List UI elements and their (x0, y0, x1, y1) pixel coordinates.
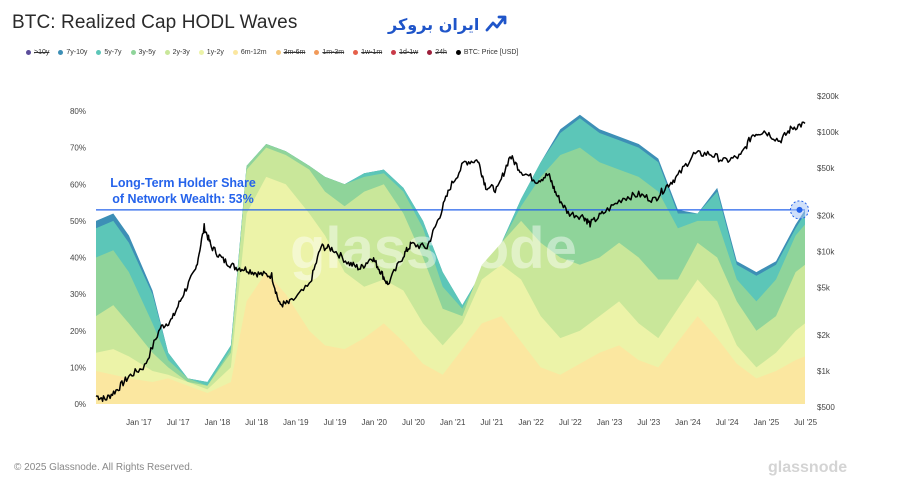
y-tick-label-left: 80% (70, 107, 86, 116)
y-tick-label-right: $20k (817, 212, 835, 221)
legend-label: 1w-1m (361, 49, 383, 56)
legend-label: 7y-10y (66, 49, 88, 56)
lth-annotation-line: Long-Term Holder Share (110, 176, 256, 190)
y-tick-label-right: $2k (817, 331, 831, 340)
legend-label: 2y-3y (172, 49, 190, 56)
legend-label: 6m-12m (240, 49, 267, 56)
legend-item[interactable]: 7y-10y (58, 49, 87, 56)
y-tick-label-left: 60% (70, 180, 86, 189)
x-tick-label: Jan '23 (597, 418, 623, 427)
chart-legend: >10y 7y-10y 5y-7y 3y-5y 2y-3y 1y-2y 6m-12m 3m-6… (26, 49, 518, 56)
legend-label: 3m-6m (283, 49, 306, 56)
y-tick-label-right: $500 (817, 403, 835, 412)
legend-swatch (391, 50, 397, 55)
legend-label: BTC: Price [USD] (463, 49, 519, 56)
legend-swatch (130, 50, 136, 55)
x-tick-label: Jul '22 (559, 418, 582, 427)
x-tick-label: Jul '24 (716, 418, 739, 427)
x-tick-label: Jan '19 (283, 418, 309, 427)
legend-swatch (275, 50, 281, 55)
x-tick-label: Jul '20 (402, 418, 425, 427)
legend-item[interactable]: 1w-1m (353, 49, 382, 56)
brand-text: ایران بروکر (388, 14, 480, 34)
x-tick-label: Jul '18 (245, 418, 268, 427)
legend-item[interactable]: BTC: Price [USD] (455, 49, 519, 56)
band-6m-12m (96, 272, 805, 404)
x-tick-label: Jul '19 (324, 418, 347, 427)
footer-logo: glassnode (768, 459, 848, 476)
chart-watermark: glassnode (290, 216, 577, 281)
y-tick-label-left: 30% (70, 290, 86, 299)
x-tick-label: Jan '25 (754, 418, 780, 427)
y-tick-label-right: $100k (817, 128, 840, 137)
btc-price-line (95, 121, 806, 403)
footer-copyright: © 2025 Glassnode. All Rights Reserved. (14, 462, 193, 473)
chart-title: BTC: Realized Cap HODL Waves (12, 12, 298, 33)
y-tick-label-left: 0% (74, 400, 86, 409)
legend-item[interactable]: 5y-7y (96, 49, 122, 56)
x-tick-label: Jan '24 (675, 418, 701, 427)
legend-swatch (353, 50, 359, 55)
legend-label: 5y-7y (104, 49, 122, 56)
x-tick-label: Jul '17 (167, 418, 190, 427)
legend-swatch (198, 50, 204, 55)
legend-swatch (455, 50, 461, 55)
legend-label: 3y-5y (138, 49, 156, 56)
y-tick-label-right: $5k (817, 283, 831, 292)
x-tick-label: Jul '23 (637, 418, 660, 427)
y-tick-label-right: $200k (817, 92, 840, 101)
legend-swatch (232, 50, 238, 55)
y-tick-label-left: 40% (70, 254, 86, 263)
legend-item[interactable]: 6m-12m (232, 49, 267, 56)
legend-item[interactable]: 2y-3y (164, 49, 190, 56)
y-tick-label-left: 20% (70, 327, 86, 336)
y-tick-label-right: $50k (817, 164, 835, 173)
legend-item[interactable]: 3y-5y (130, 49, 156, 56)
y-tick-label-left: 10% (70, 363, 86, 372)
legend-label: 1y-2y (206, 49, 224, 56)
legend-swatch (26, 50, 31, 55)
x-tick-label: Jan '21 (440, 418, 466, 427)
legend-item[interactable]: 1y-2y (198, 49, 224, 56)
legend-swatch (96, 50, 102, 55)
x-tick-label: Jan '20 (361, 418, 387, 427)
legend-swatch (314, 50, 320, 55)
legend-item[interactable]: >10y (26, 49, 49, 56)
legend-swatch (427, 50, 433, 55)
y-tick-label-left: 70% (70, 144, 86, 153)
legend-item[interactable]: 1m-3m (314, 49, 344, 56)
legend-item[interactable]: 24h (427, 49, 447, 56)
lth-annotation-line: of Network Wealth: 53% (112, 192, 253, 206)
x-tick-label: Jan '17 (126, 418, 152, 427)
x-tick-label: Jan '22 (518, 418, 544, 427)
hodl-bands (96, 114, 805, 405)
x-tick-label: Jul '21 (480, 418, 503, 427)
y-tick-label-right: $1k (817, 367, 831, 376)
legend-swatch (58, 50, 64, 55)
legend-label: 24h (435, 49, 447, 56)
legend-label: >10y (34, 49, 50, 56)
legend-label: 1d-1w (399, 49, 419, 56)
brand-logo: ایران بروکر (388, 13, 507, 35)
legend-item[interactable]: 1d-1w (391, 49, 418, 56)
current-value-dot (796, 206, 803, 213)
y-tick-label-left: 50% (70, 217, 86, 226)
legend-swatch (164, 50, 170, 55)
legend-label: 1m-3m (322, 49, 345, 56)
x-tick-label: Jan '18 (205, 418, 231, 427)
x-tick-label: Jul '25 (794, 418, 817, 427)
trend-up-logo-icon (485, 15, 507, 32)
y-tick-label-right: $10k (817, 248, 835, 257)
legend-item[interactable]: 3m-6m (275, 49, 306, 56)
